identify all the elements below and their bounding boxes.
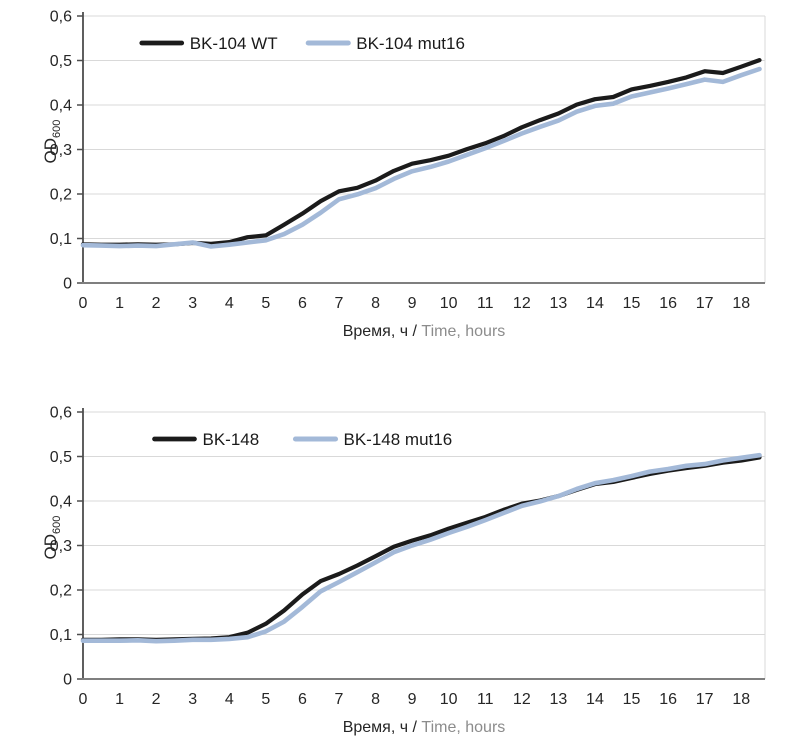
legend-label-0: BK-104 WT — [190, 34, 278, 53]
x-axis-title: Время, ч / Time, hours — [343, 719, 506, 736]
x-tick-label: 1 — [115, 691, 124, 708]
x-tick-label: 18 — [732, 691, 750, 708]
x-tick-label: 17 — [696, 295, 714, 312]
y-tick-label: 0,2 — [50, 187, 72, 204]
chart-bk104: 0 0,1 0,2 0,3 0,4 0,5 0,6 0 1 2 3 4 5 6 7 8 9 10 11 12 13 14 1… — [0, 0, 805, 350]
x-axis-title-primary: Время, ч / — [343, 323, 422, 340]
y-tick-label: 0,1 — [50, 627, 72, 644]
x-tick-label: 12 — [513, 295, 531, 312]
x-tick-label: 6 — [298, 295, 307, 312]
x-axis-title: Время, ч / Time, hours — [343, 323, 506, 340]
x-tick-label: 6 — [298, 691, 307, 708]
x-tick-label: 10 — [440, 295, 458, 312]
y-tick-label: 0 — [63, 276, 72, 293]
y-axis-title: OD600 — [41, 120, 63, 164]
x-tick-label: 9 — [408, 295, 417, 312]
x-tick-label: 14 — [586, 691, 604, 708]
chart-bk148: 0 0,1 0,2 0,3 0,4 0,5 0,6 0 1 2 3 4 5 6 7 8 9 10 11 12 13 14 1… — [0, 396, 805, 746]
x-tick-label: 0 — [79, 295, 88, 312]
x-tick-label: 8 — [371, 691, 380, 708]
y-tick-label: 0,6 — [50, 405, 72, 422]
y-tick-label: 0 — [63, 672, 72, 689]
x-tick-label: 8 — [371, 295, 380, 312]
y-tick-label: 0,4 — [50, 494, 72, 511]
series-line-0 — [80, 455, 762, 642]
y-tick-label: 0,3 — [50, 538, 72, 555]
x-axis-title-secondary: Time, hours — [421, 323, 505, 340]
x-axis-title-primary: Время, ч / — [343, 719, 422, 736]
x-tick-label: 0 — [79, 691, 88, 708]
x-tick-label: 1 — [115, 295, 124, 312]
y-tick-label: 0,6 — [50, 9, 72, 26]
x-tick-label: 13 — [549, 691, 567, 708]
x-tick-label: 15 — [623, 691, 641, 708]
x-tick-label: 4 — [225, 691, 234, 708]
y-axis-title-subscript: 600 — [51, 516, 63, 534]
x-tick-label: 4 — [225, 295, 234, 312]
y-tick-label: 0,5 — [50, 53, 72, 70]
y-tick-label: 0,5 — [50, 449, 72, 466]
x-tick-label: 16 — [659, 295, 677, 312]
y-axis-title: OD600 — [41, 516, 63, 560]
x-tick-label: 2 — [152, 295, 161, 312]
x-tick-label: 10 — [440, 691, 458, 708]
y-tick-label: 0,1 — [50, 231, 72, 248]
x-tick-label: 14 — [586, 295, 604, 312]
x-tick-label: 5 — [261, 295, 270, 312]
x-tick-label: 18 — [732, 295, 750, 312]
bk148-growth-chart-canvas: 00,10,20,30,40,50,60 1 2 3 4 5 6 7 8 9 10 11 12 13 14 1… — [41, 405, 766, 736]
x-tick-label: 2 — [152, 691, 161, 708]
y-tick-label: 0,2 — [50, 583, 72, 600]
x-tick-label: 9 — [408, 691, 417, 708]
y-tick-label: 0,4 — [50, 98, 72, 115]
series-line-0 — [80, 57, 762, 247]
x-tick-label: 11 — [477, 691, 494, 708]
bk104-growth-chart-canvas: 00,10,20,30,40,50,60 1 2 3 4 5 6 7 8 9 10 11 12 13 14 1… — [41, 9, 766, 340]
x-tick-label: 16 — [659, 691, 677, 708]
x-axis-title-secondary: Time, hours — [421, 719, 505, 736]
legend-label-1: BK-104 mut16 — [356, 34, 465, 53]
x-tick-label: 7 — [335, 691, 344, 708]
y-axis-title-subscript: 600 — [51, 120, 63, 138]
y-tick-label: 0,3 — [50, 142, 72, 159]
y-axis-title-base: OD — [41, 534, 60, 560]
x-tick-label: 13 — [549, 295, 567, 312]
series-line-1 — [80, 66, 762, 249]
series-line-1 — [80, 452, 762, 644]
legend-label-0: BK-148 — [203, 430, 260, 449]
x-tick-label: 17 — [696, 691, 714, 708]
x-tick-label: 15 — [623, 295, 641, 312]
legend-label-1: BK-148 mut16 — [344, 430, 453, 449]
x-tick-label: 5 — [261, 691, 270, 708]
x-tick-label: 7 — [335, 295, 344, 312]
x-tick-label: 11 — [477, 295, 494, 312]
x-tick-label: 3 — [188, 295, 197, 312]
y-axis-title-base: OD — [41, 138, 60, 164]
x-tick-label: 12 — [513, 691, 531, 708]
x-tick-label: 3 — [188, 691, 197, 708]
